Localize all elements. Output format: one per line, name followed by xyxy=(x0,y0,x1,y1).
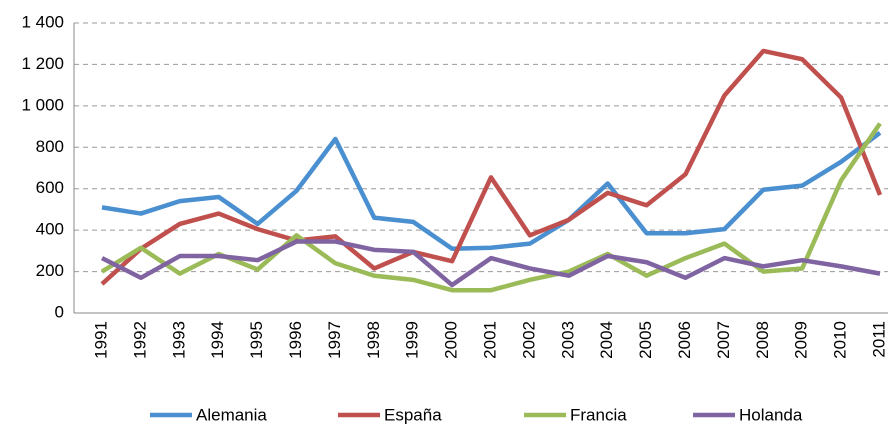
x-tick-label: 2001 xyxy=(480,321,499,359)
legend-label: España xyxy=(384,405,442,424)
y-tick-label: 400 xyxy=(36,220,64,239)
legend-label: Francia xyxy=(570,405,627,424)
x-tick-label: 1996 xyxy=(286,321,305,359)
series-line xyxy=(100,48,883,286)
y-tick-label: 200 xyxy=(36,261,64,280)
series-line xyxy=(100,239,881,288)
x-tick-label: 2005 xyxy=(636,321,655,359)
x-tick-label: 2003 xyxy=(558,321,577,359)
x-tick-label: 2002 xyxy=(519,321,538,359)
y-tick-label: 800 xyxy=(36,137,64,156)
x-tick-label: 2007 xyxy=(714,321,733,359)
x-tick-label: 2010 xyxy=(831,321,850,359)
x-tick-label: 2011 xyxy=(869,321,888,358)
y-tick-label: 1 400 xyxy=(21,12,64,31)
x-tick-label: 1992 xyxy=(130,321,149,359)
x-tick-label: 2009 xyxy=(792,321,811,359)
x-tick-label: 1994 xyxy=(208,321,227,359)
y-tick-label: 1 000 xyxy=(21,95,64,114)
y-tick-label: 600 xyxy=(36,178,64,197)
series-line xyxy=(101,130,882,252)
y-tick-label: 0 xyxy=(55,302,64,321)
x-tick-label: 1997 xyxy=(325,321,344,359)
y-tick-label: 1 200 xyxy=(21,54,64,73)
x-tick-label: 1998 xyxy=(364,321,383,359)
legend-label: Alemania xyxy=(196,405,267,424)
x-tick-label: 1999 xyxy=(403,321,422,359)
x-tick-label: 1995 xyxy=(247,321,266,359)
x-tick-label: 2008 xyxy=(753,321,772,359)
x-tick-label: 2004 xyxy=(597,321,616,359)
x-tick-label: 2006 xyxy=(675,321,694,359)
x-tick-label: 1993 xyxy=(169,321,188,359)
x-tick-label: 2000 xyxy=(442,321,461,359)
legend-label: Holanda xyxy=(739,405,803,424)
x-tick-label: 1991 xyxy=(91,321,110,359)
